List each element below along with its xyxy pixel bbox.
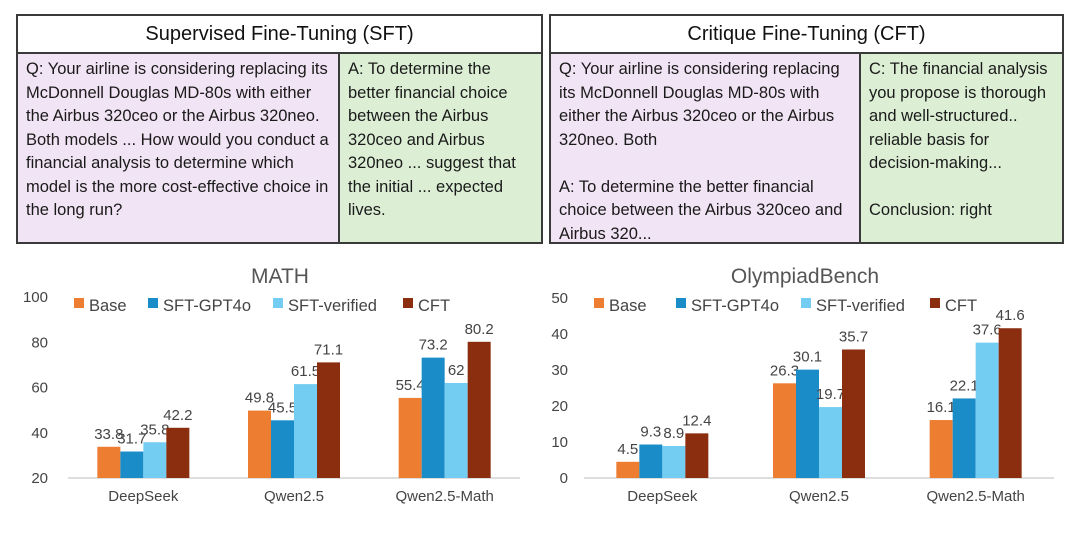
legend-label-cft: CFT <box>945 297 977 315</box>
legend-swatch-cft <box>403 298 413 308</box>
x-tick-label: Qwen2.5-Math <box>926 488 1024 505</box>
y-tick-label: 30 <box>551 362 568 379</box>
y-tick-label: 20 <box>551 398 568 415</box>
data-label-base-deepseek: 33.8 <box>94 426 123 443</box>
legend-swatch-sft-gpt4o <box>148 298 158 308</box>
bar-cft-qwen2-5-math <box>998 328 1022 478</box>
legend-label-base: Base <box>609 297 647 315</box>
sft-panel-title: Supervised Fine-Tuning (SFT) <box>18 16 541 54</box>
data-label-cft-deepseek: 42.2 <box>163 407 192 424</box>
data-label-base-deepseek: 4.5 <box>617 441 638 458</box>
bar-cft-qwen2-5-math <box>467 341 491 478</box>
bar-cft-deepseek <box>166 427 190 478</box>
data-label-sft-verified-qwen2-5: 19.7 <box>816 386 845 403</box>
data-label-sft-verified-qwen2-5-math: 62 <box>448 362 465 379</box>
y-tick-label: 60 <box>31 380 48 397</box>
x-tick-label: Qwen2.5 <box>264 488 324 505</box>
bar-sft-verified-qwen2-5 <box>294 384 317 478</box>
bar-base-qwen2-5-math <box>929 420 953 478</box>
legend-label-sft-gpt4o: SFT-GPT4o <box>163 297 251 315</box>
bar-base-qwen2-5 <box>773 383 796 478</box>
bar-base-deepseek <box>616 461 640 478</box>
data-label-sft-verified-deepseek: 35.8 <box>140 421 169 438</box>
olympiad-chart: OlympiadBench 0 10 20 30 40 50 Base SFT-GPT4o SFT… <box>551 265 1054 505</box>
math-chart: MATH 20 40 60 80 100 Base SFT-GPT4o SFT-verified… <box>23 265 520 505</box>
bar-cft-qwen2-5 <box>317 362 340 478</box>
legend-swatch-sft-verified <box>801 298 811 308</box>
x-tick-label: DeepSeek <box>108 488 179 505</box>
bar-sft-verified-deepseek <box>143 442 167 478</box>
legend-swatch-base <box>74 298 84 308</box>
cft-critique: C: The financial analysis you propose is… <box>859 54 1062 242</box>
data-label-sft-gpt4o-qwen2-5-math: 22.1 <box>950 377 979 394</box>
x-tick-label: Qwen2.5-Math <box>395 488 493 505</box>
data-label-cft-qwen2-5-math: 80.2 <box>465 321 494 338</box>
cft-panel: Critique Fine-Tuning (CFT) Q: Your airli… <box>549 14 1064 244</box>
data-label-sft-gpt4o-deepseek: 9.3 <box>640 424 661 441</box>
cft-question: Q: Your airline is considering replacing… <box>551 54 859 243</box>
data-label-cft-qwen2-5: 71.1 <box>314 341 343 358</box>
sft-question: Q: Your airline is considering replacing… <box>18 54 338 242</box>
bar-sft-gpt4o-qwen2-5 <box>796 369 819 478</box>
data-label-sft-gpt4o-qwen2-5: 30.1 <box>793 349 822 366</box>
sft-answer: A: To determine the better financial cho… <box>338 54 541 242</box>
legend-swatch-cft <box>930 298 940 308</box>
chart-title: OlympiadBench <box>731 265 879 288</box>
bar-base-deepseek <box>97 446 121 478</box>
bar-sft-verified-deepseek <box>662 445 686 478</box>
legend-swatch-sft-verified <box>273 298 283 308</box>
bar-sft-verified-qwen2-5-math <box>444 382 468 478</box>
y-tick-label: 0 <box>560 470 568 487</box>
data-label-cft-qwen2-5-math: 41.6 <box>996 307 1025 324</box>
y-tick-label: 10 <box>551 434 568 451</box>
bar-base-qwen2-5 <box>248 410 271 478</box>
data-label-base-qwen2-5: 49.8 <box>245 390 274 407</box>
legend-label-sft-verified: SFT-verified <box>288 297 377 315</box>
legend-swatch-sft-gpt4o <box>676 298 686 308</box>
x-tick-label: Qwen2.5 <box>789 488 849 505</box>
chart-title: MATH <box>251 265 309 288</box>
legend-swatch-base <box>594 298 604 308</box>
bar-cft-qwen2-5 <box>842 349 865 478</box>
data-label-base-qwen2-5-math: 16.1 <box>927 399 956 416</box>
legend-label-base: Base <box>89 297 127 315</box>
data-label-cft-deepseek: 12.4 <box>682 412 711 429</box>
legend-label-cft: CFT <box>418 297 450 315</box>
y-tick-label: 100 <box>23 289 48 306</box>
data-label-sft-gpt4o-deepseek: 31.7 <box>117 431 146 448</box>
data-label-sft-verified-deepseek: 8.9 <box>663 425 684 442</box>
data-label-sft-verified-qwen2-5-math: 37.6 <box>973 322 1002 339</box>
y-tick-label: 50 <box>551 290 568 307</box>
data-label-base-qwen2-5-math: 55.4 <box>396 377 425 394</box>
bar-sft-verified-qwen2-5-math <box>975 342 999 478</box>
bar-sft-verified-qwen2-5 <box>819 407 842 478</box>
y-tick-label: 40 <box>31 425 48 442</box>
bar-sft-gpt4o-deepseek <box>639 444 663 478</box>
bar-base-qwen2-5-math <box>398 397 422 478</box>
data-label-sft-gpt4o-qwen2-5: 45.5 <box>268 399 297 416</box>
cft-panel-title: Critique Fine-Tuning (CFT) <box>551 16 1062 54</box>
bar-sft-gpt4o-qwen2-5-math <box>952 398 976 478</box>
legend-label-sft-gpt4o: SFT-GPT4o <box>691 297 779 315</box>
legend-label-sft-verified: SFT-verified <box>816 297 905 315</box>
data-label-base-qwen2-5: 26.3 <box>770 362 799 379</box>
data-label-cft-qwen2-5: 35.7 <box>839 328 868 345</box>
y-tick-label: 20 <box>31 470 48 487</box>
y-tick-label: 80 <box>31 334 48 351</box>
bar-sft-gpt4o-qwen2-5-math <box>421 357 445 478</box>
y-tick-label: 40 <box>551 326 568 343</box>
data-label-sft-verified-qwen2-5: 61.5 <box>291 363 320 380</box>
data-label-sft-gpt4o-qwen2-5-math: 73.2 <box>419 337 448 354</box>
x-tick-label: DeepSeek <box>627 488 698 505</box>
bar-sft-gpt4o-deepseek <box>120 451 144 478</box>
bar-sft-gpt4o-qwen2-5 <box>271 420 294 478</box>
sft-panel: Supervised Fine-Tuning (SFT) Q: Your air… <box>16 14 543 244</box>
bar-cft-deepseek <box>685 433 709 478</box>
